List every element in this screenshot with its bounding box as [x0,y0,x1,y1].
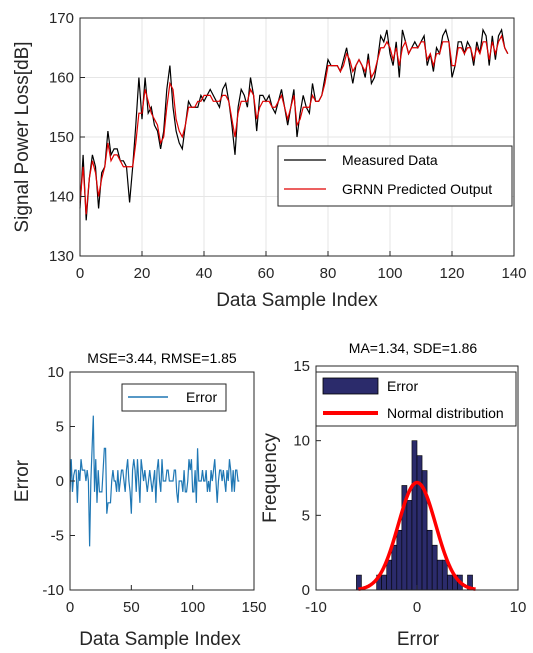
histogram-xtick-label: 10 [510,599,527,616]
error-ytick-label: 5 [56,419,64,436]
normal-distribution-curve [358,480,476,591]
top-legend-box [277,145,513,207]
top-ytick-label: 160 [49,70,74,87]
top-ytick-label: 170 [49,10,74,27]
histogram-bar [411,440,418,591]
top-series-lines [79,27,509,221]
error-ticks: 0 50 100 150 -10 -5 0 5 10 [42,364,266,616]
histogram-legend-label: Error [387,378,418,394]
top-panel-line-chart: 0 20 40 60 80 100 120 140 130 140 150 160 170 Data S… [12,10,527,311]
top-y-axis-label: Signal Power Loss[dB] [12,41,33,232]
histogram-ytick-label: 5 [302,507,310,524]
error-xtick-label: 50 [123,599,140,616]
error-ytick-label: -10 [42,582,64,599]
error-panel-title: MSE=3.44, RMSE=1.85 [87,350,237,366]
top-xtick-label: 120 [439,265,464,282]
top-xtick-label: 20 [134,265,151,282]
histogram-xtick-label: 0 [413,599,421,616]
error-series-line [69,415,240,547]
error-legend-label: Error [186,389,217,405]
normal-curve [358,480,476,591]
histogram-ytick-label: 10 [293,433,310,450]
histogram-xtick-label: -10 [305,599,327,616]
histogram-ytick-label: 15 [293,358,310,375]
top-xtick-label: 100 [377,265,402,282]
histogram-bar [426,529,433,591]
top-legend: Measured Data GRNN Predicted Output [277,145,513,207]
grnn-predicted-line [79,34,509,215]
error-ytick-label: 10 [47,364,64,381]
histogram-bar [416,455,423,591]
error-xtick-label: 100 [180,599,205,616]
measured-legend-label: Measured Data [342,152,438,168]
histogram-legend-swatch [322,377,379,395]
error-line-panel: MSE=3.44, RMSE=1.85 0 50 100 150 -10 -5 0 5 10 D… [12,350,267,650]
histogram-y-axis-label: Frequency [260,433,281,523]
histogram-ytick-label: 0 [302,582,310,599]
predicted-legend-label: GRNN Predicted Output [342,181,492,197]
histogram-bar [391,544,398,591]
top-ytick-label: 140 [49,189,74,206]
top-xtick-label: 60 [258,265,275,282]
error-legend: Error [121,383,227,412]
error-line [69,415,240,547]
normal-legend-label: Normal distribution [387,405,504,421]
top-ytick-label: 150 [49,129,74,146]
histogram-bar [436,559,443,591]
histogram-bar [386,559,393,591]
top-ytick-label: 130 [49,248,74,265]
error-x-axis-label: Data Sample Index [79,629,241,650]
top-xtick-label: 80 [320,265,337,282]
histogram-panel-title: MA=1.34, SDE=1.86 [349,340,478,356]
histogram-bar [431,544,438,591]
top-xtick-label: 140 [501,265,526,282]
top-x-axis-label: Data Sample Index [216,290,378,311]
histogram-bar [441,559,448,591]
top-xtick-label: 0 [76,265,84,282]
histogram-legend: Error Normal distribution [315,371,517,427]
error-ytick-label: -5 [51,528,64,545]
measured-data-line [79,27,509,221]
histogram-bar [406,500,413,591]
top-ticks: 0 20 40 60 80 100 120 140 130 140 150 160 170 [49,10,527,282]
histogram-bar [381,574,387,591]
error-ytick-label: 0 [56,473,64,490]
histogram-bars [356,440,473,591]
error-y-axis-label: Error [12,459,33,502]
error-xtick-label: 150 [241,599,266,616]
histogram-bar [396,529,403,591]
top-xtick-label: 40 [196,265,213,282]
histogram-x-axis-label: Error [397,629,440,650]
histogram-bar [446,574,453,591]
error-xtick-label: 0 [66,599,74,616]
